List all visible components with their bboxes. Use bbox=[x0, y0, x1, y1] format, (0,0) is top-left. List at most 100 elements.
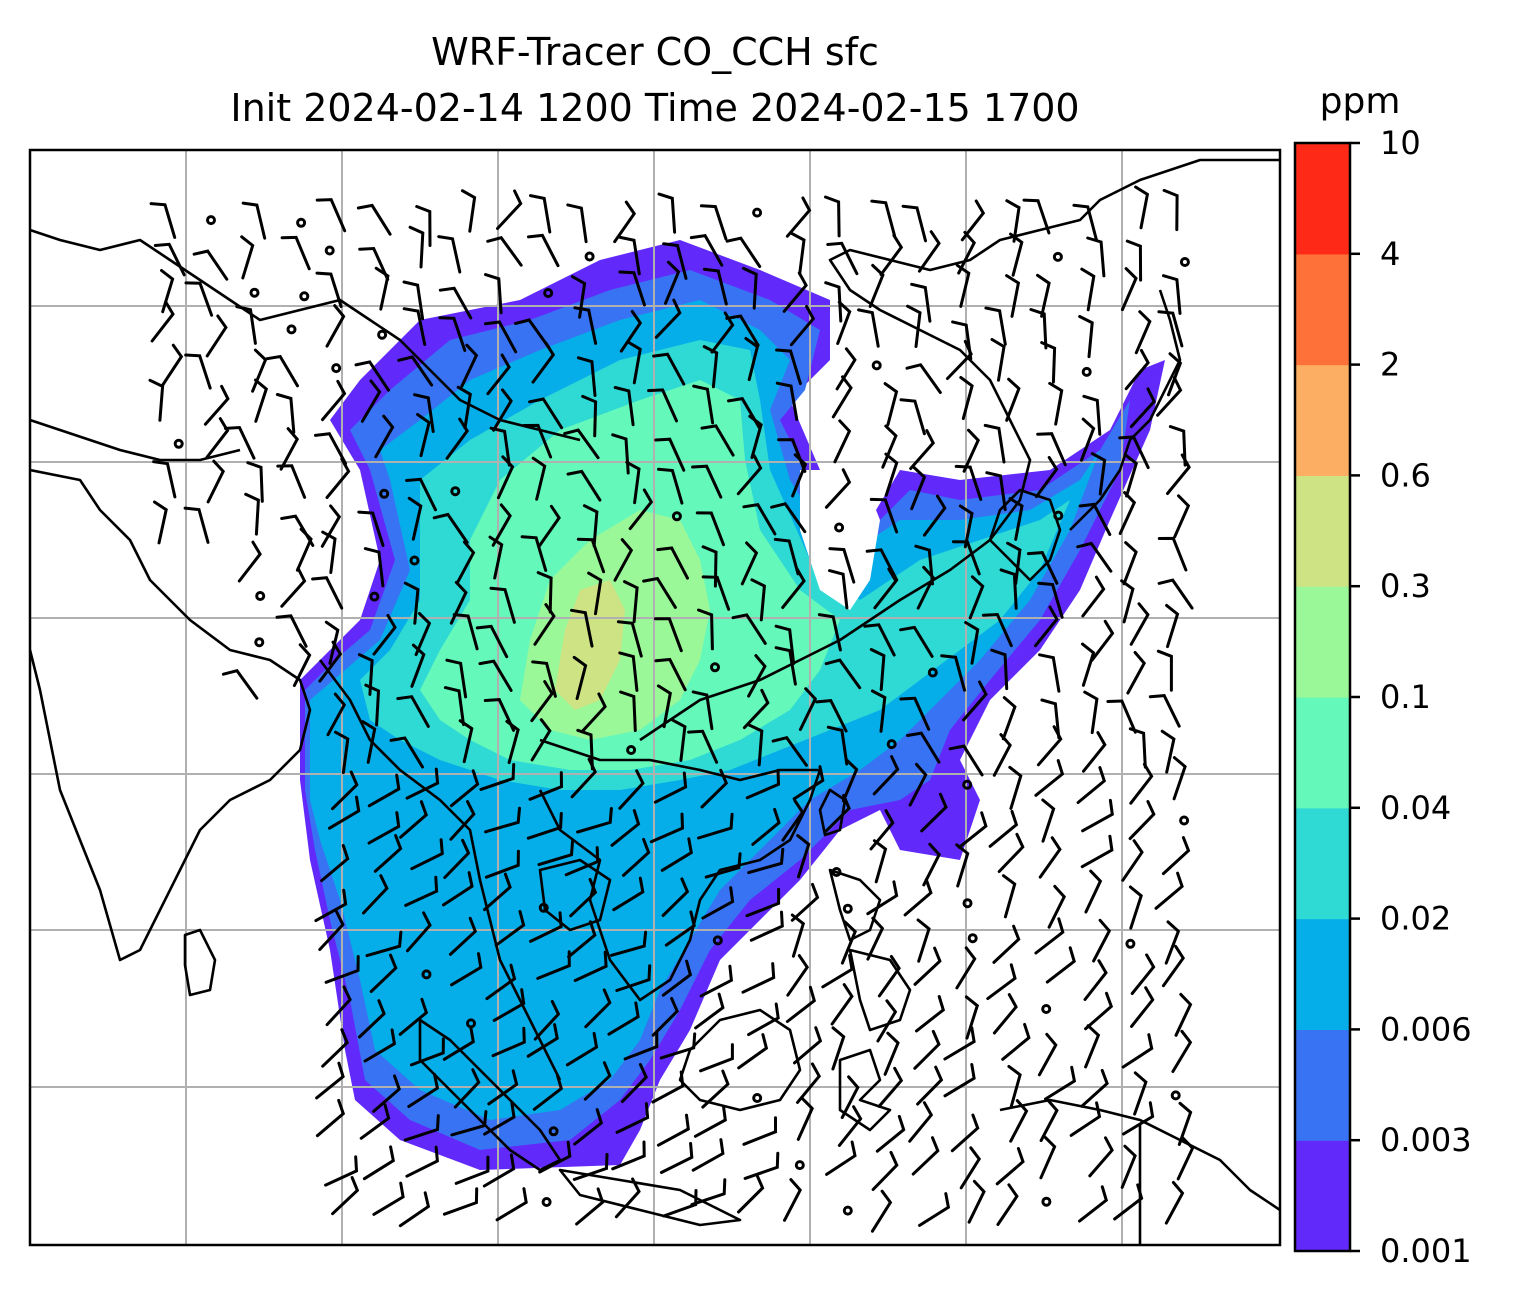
wind-barb bbox=[652, 352, 686, 386]
wind-barb bbox=[741, 962, 776, 994]
wind-barb bbox=[872, 839, 888, 884]
wind-barb bbox=[616, 620, 643, 658]
wind-barb bbox=[315, 198, 347, 233]
wind-barb bbox=[774, 646, 797, 686]
wind-barb bbox=[325, 304, 346, 348]
calm-wind-marker bbox=[1170, 1090, 1181, 1101]
wind-barb bbox=[701, 575, 731, 611]
wind-barb bbox=[1048, 381, 1064, 426]
wind-barb bbox=[454, 1155, 490, 1185]
wind-barb bbox=[443, 838, 471, 879]
wind-barb bbox=[363, 547, 385, 588]
wind-barb bbox=[884, 452, 899, 497]
coast-borneo bbox=[678, 1008, 802, 1112]
wind-barb bbox=[399, 800, 428, 839]
wind-barb bbox=[406, 911, 432, 953]
wind-barb bbox=[992, 924, 1021, 964]
wind-barb bbox=[405, 1145, 439, 1178]
wind-barb bbox=[863, 623, 896, 657]
wind-barb bbox=[153, 242, 186, 277]
wind-barb bbox=[916, 1065, 944, 1106]
wind-barb bbox=[747, 723, 764, 767]
wind-barb bbox=[1157, 578, 1194, 610]
colorbar-tick-label: 0.003 bbox=[1380, 1121, 1472, 1159]
wind-barb bbox=[990, 648, 1009, 691]
wind-barb bbox=[620, 1063, 648, 1104]
wind-barb bbox=[1026, 551, 1059, 585]
wind-barb bbox=[653, 771, 688, 804]
wind-barb bbox=[183, 506, 210, 544]
wind-barb bbox=[918, 1192, 951, 1227]
wind-barb bbox=[528, 771, 564, 801]
wind-barb bbox=[962, 680, 988, 722]
wind-barb bbox=[702, 345, 719, 389]
colorbar-tick-label: 0.001 bbox=[1380, 1232, 1472, 1270]
wind-barb bbox=[529, 194, 552, 234]
wind-barb bbox=[699, 964, 734, 998]
wind-barb bbox=[922, 842, 942, 887]
colorbar-segment bbox=[1295, 918, 1350, 1030]
wind-barb bbox=[373, 834, 403, 873]
wind-barb bbox=[442, 1187, 479, 1216]
wind-barb bbox=[654, 657, 687, 692]
wind-barb bbox=[1121, 1033, 1154, 1069]
wind-barb bbox=[748, 414, 763, 459]
wind-barb bbox=[1128, 800, 1156, 841]
wind-barb bbox=[1120, 579, 1135, 624]
wind-barb bbox=[483, 698, 516, 732]
wind-barb bbox=[775, 348, 802, 386]
wind-barb bbox=[374, 414, 395, 459]
wind-barb bbox=[321, 379, 347, 422]
wind-barb bbox=[538, 1140, 572, 1174]
calm-wind-marker bbox=[369, 591, 380, 602]
calm-wind-marker bbox=[331, 363, 342, 374]
colorbar-tick-label: 0.04 bbox=[1380, 789, 1451, 827]
calm-wind-marker bbox=[886, 739, 897, 750]
wind-barb bbox=[359, 1103, 391, 1140]
wind-barb bbox=[331, 770, 359, 811]
wind-barb bbox=[489, 426, 511, 467]
wind-barb bbox=[870, 689, 887, 733]
wind-barb bbox=[1022, 198, 1051, 235]
wind-barb bbox=[883, 382, 899, 427]
wind-barb bbox=[879, 233, 904, 277]
wind-barb bbox=[857, 308, 880, 348]
wind-barb bbox=[618, 769, 645, 810]
wind-barb bbox=[865, 548, 899, 582]
wind-barb bbox=[1156, 649, 1173, 692]
wind-barb bbox=[967, 1179, 986, 1224]
wind-barb bbox=[324, 1155, 359, 1187]
wind-barb bbox=[873, 567, 898, 610]
wind-barb bbox=[235, 305, 257, 345]
calm-wind-marker bbox=[206, 215, 216, 226]
wind-barb bbox=[821, 954, 854, 989]
wind-barb bbox=[943, 1026, 976, 1061]
wind-barb bbox=[954, 464, 983, 501]
wind-barb bbox=[369, 953, 398, 993]
wind-barb bbox=[1128, 727, 1147, 769]
wind-barb bbox=[913, 946, 942, 986]
calm-wind-marker bbox=[377, 329, 388, 340]
calm-wind-marker bbox=[1041, 1004, 1052, 1014]
coast-java bbox=[558, 1168, 742, 1227]
wind-barb bbox=[611, 1140, 646, 1171]
wind-barb bbox=[410, 643, 426, 688]
wind-barb bbox=[530, 718, 552, 762]
wind-barb bbox=[357, 510, 385, 547]
wind-barb bbox=[877, 955, 901, 998]
wind-barb bbox=[153, 500, 168, 545]
calm-wind-marker bbox=[286, 324, 297, 335]
wind-barb bbox=[1134, 310, 1152, 355]
wind-barb bbox=[825, 1140, 857, 1176]
wind-barb bbox=[533, 603, 556, 646]
wind-barb bbox=[988, 809, 1019, 848]
wind-barb bbox=[691, 690, 714, 731]
wind-barb bbox=[1008, 497, 1024, 541]
wind-barb bbox=[321, 530, 337, 574]
wind-barb bbox=[657, 192, 677, 234]
wind-barb bbox=[697, 608, 714, 651]
wind-barb bbox=[442, 871, 474, 907]
wind-barb bbox=[817, 613, 842, 652]
wind-barb bbox=[790, 913, 806, 958]
colorbar-segment bbox=[1295, 253, 1350, 366]
